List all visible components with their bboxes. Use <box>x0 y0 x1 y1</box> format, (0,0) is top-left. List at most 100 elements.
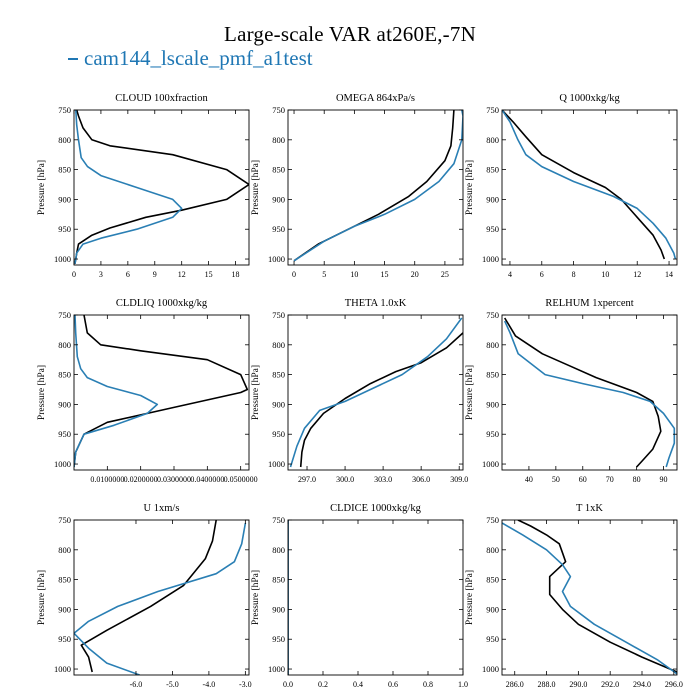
x-tick-label: 12 <box>633 270 641 279</box>
y-tick-label: 950 <box>486 634 499 644</box>
panel-6: RELHUM 1xpercent Pressure [hPa] 750 800 850 9… <box>465 298 678 484</box>
panel-title: U 1xm/s <box>144 503 180 514</box>
y-tick-label: 950 <box>272 224 285 234</box>
x-tick-label: 0.0100000 <box>90 475 124 484</box>
y-tick-label: 800 <box>58 340 71 350</box>
x-tick-label: 50 <box>552 475 560 484</box>
legend-label: cam144_lscale_pmf_a1test <box>84 46 313 70</box>
y-tick-label: 950 <box>486 429 499 439</box>
y-tick-label: 900 <box>58 194 71 204</box>
x-tick-label: 40 <box>525 475 533 484</box>
y-tick-label: 750 <box>486 515 499 525</box>
y-tick-label: 850 <box>272 575 285 585</box>
y-tick-label: 900 <box>272 194 285 204</box>
x-tick-label: -3.0 <box>239 680 252 689</box>
y-axis-label: Pressure [hPa] <box>251 365 261 420</box>
plot-frame <box>287 109 464 266</box>
x-tick-label: 306.0 <box>412 475 430 484</box>
y-tick-label: 950 <box>486 224 499 234</box>
y-tick-label: 950 <box>58 429 71 439</box>
series-line-blue <box>74 315 159 468</box>
plot-frame <box>73 519 250 676</box>
series-line-black <box>293 110 455 262</box>
x-tick-label: 0.0400000 <box>190 475 224 484</box>
series-line-black <box>504 317 662 468</box>
y-tick-label: 850 <box>272 165 285 175</box>
x-tick-label: 15 <box>381 270 389 279</box>
y-axis-label: Pressure [hPa] <box>251 160 261 215</box>
y-tick-label: 900 <box>486 604 499 614</box>
y-tick-label: 850 <box>58 370 71 380</box>
y-tick-label: 750 <box>272 105 285 115</box>
x-tick-label: 4 <box>508 270 512 279</box>
panel-title: Q 1000xkg/kg <box>559 93 620 104</box>
x-tick-label: -6.0 <box>130 680 143 689</box>
y-tick-label: 800 <box>486 135 499 145</box>
y-tick-label: 1000 <box>482 254 499 264</box>
series-line-blue <box>289 317 463 468</box>
y-tick-label: 800 <box>272 135 285 145</box>
y-tick-label: 850 <box>272 370 285 380</box>
y-tick-label: 850 <box>58 575 71 585</box>
plot-frame <box>73 314 250 471</box>
y-tick-label: 750 <box>486 105 499 115</box>
series-line-black <box>299 332 463 468</box>
x-tick-label: 10 <box>601 270 609 279</box>
y-tick-label: 950 <box>272 634 285 644</box>
y-tick-label: 900 <box>272 604 285 614</box>
x-tick-label: 300.0 <box>336 475 354 484</box>
y-tick-label: 850 <box>58 165 71 175</box>
y-axis-label: Pressure [hPa] <box>465 365 475 420</box>
x-tick-label: 0.0300000 <box>157 475 191 484</box>
y-tick-label: 900 <box>486 194 499 204</box>
x-tick-label: 0.6 <box>388 680 398 689</box>
y-tick-label: 950 <box>272 429 285 439</box>
x-tick-label: 3 <box>99 270 103 279</box>
y-axis-label: Pressure [hPa] <box>37 365 47 420</box>
x-tick-label: 297.0 <box>298 475 316 484</box>
x-tick-label: 288.0 <box>538 680 556 689</box>
series-line-blue <box>503 320 676 468</box>
x-tick-label: 0 <box>292 270 296 279</box>
x-tick-label: 9 <box>153 270 157 279</box>
panel-4: CLDLIQ 1000xkg/kg Pressure [hPa] 750 800 850… <box>37 298 258 484</box>
y-tick-label: 900 <box>486 399 499 409</box>
series-line-black <box>502 110 666 260</box>
y-axis-label: Pressure [hPa] <box>37 160 47 215</box>
panel-title: RELHUM 1xpercent <box>545 298 633 309</box>
panel-8: CLDICE 1000xkg/kg Pressure [hPa] 750 800 850… <box>251 503 468 689</box>
series-line-blue <box>293 110 463 262</box>
plot-frame <box>501 314 678 471</box>
series-line-black <box>74 110 249 264</box>
x-tick-label: 6 <box>540 270 544 279</box>
x-tick-label: 0.4 <box>353 680 363 689</box>
plot-frame <box>501 109 678 266</box>
x-tick-label: 294.0 <box>633 680 651 689</box>
y-tick-label: 1000 <box>54 254 71 264</box>
x-tick-label: 80 <box>633 475 641 484</box>
x-tick-label: 0.0200000 <box>124 475 158 484</box>
y-tick-label: 1000 <box>268 459 285 469</box>
plot-frame <box>501 519 678 676</box>
x-tick-label: 309.0 <box>450 475 468 484</box>
y-tick-label: 900 <box>58 604 71 614</box>
plot-frame <box>73 109 250 266</box>
y-tick-label: 1000 <box>482 664 499 674</box>
panel-title: OMEGA 864xPa/s <box>336 93 415 104</box>
panel-5: THETA 1.0xK Pressure [hPa] 750 800 850 900 950… <box>251 298 468 484</box>
plot-frame <box>287 519 464 676</box>
plot-frame <box>287 314 464 471</box>
y-axis-label: Pressure [hPa] <box>37 570 47 625</box>
panel-9: T 1xK Pressure [hPa] 750 800 850 900 950 1000 28… <box>465 503 683 689</box>
y-tick-label: 750 <box>272 310 285 320</box>
x-tick-label: 0.0500000 <box>224 475 258 484</box>
x-tick-label: 12 <box>178 270 186 279</box>
series-line-blue <box>74 110 183 264</box>
y-tick-label: 1000 <box>54 459 71 469</box>
figure-title: Large-scale VAR at260E,-7N <box>224 22 476 46</box>
panel-1: CLOUD 100xfraction Pressure [hPa] 750 800 85… <box>37 93 250 279</box>
y-tick-label: 800 <box>486 340 499 350</box>
legend: cam144_lscale_pmf_a1test <box>68 46 313 71</box>
x-tick-label: 5 <box>322 270 326 279</box>
panel-title: T 1xK <box>576 503 603 514</box>
